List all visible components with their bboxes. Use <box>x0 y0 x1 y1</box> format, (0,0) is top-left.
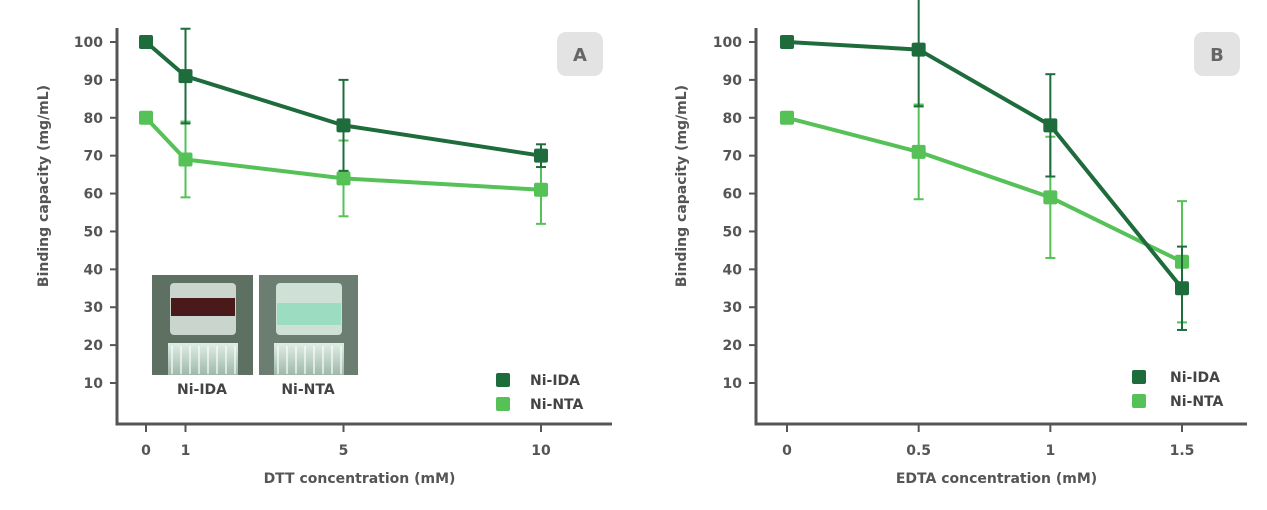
data-point <box>780 110 794 125</box>
series-Ni-IDA <box>780 0 1189 331</box>
y-tick-label: 20 <box>84 338 104 354</box>
legend-label: Ni-NTA <box>1170 394 1224 410</box>
panel-badge-label: B <box>1210 45 1224 66</box>
inset-photos: Ni-IDA Ni-NTA <box>152 275 358 398</box>
y-tick-label: 10 <box>84 376 104 392</box>
y-tick-label: 60 <box>84 187 104 203</box>
y-tick-label: 10 <box>723 376 743 392</box>
legend-swatch <box>1132 394 1146 408</box>
data-point <box>1175 281 1189 296</box>
y-tick-label: 60 <box>723 187 743 203</box>
series-Ni-NTA <box>780 103 1189 324</box>
series-Ni-IDA <box>139 27 548 172</box>
y-tick-label: 40 <box>84 262 104 278</box>
legend-label: Ni-IDA <box>1170 370 1220 386</box>
y-tick-label: 30 <box>84 300 104 316</box>
resin-band <box>277 303 341 325</box>
data-point <box>1043 118 1058 133</box>
data-point <box>780 35 794 49</box>
data-point <box>911 42 926 57</box>
y-tick-label: 100 <box>713 35 742 51</box>
series-line <box>786 40 1184 290</box>
legend-swatch <box>1132 370 1146 384</box>
x-tick-label: 1 <box>1045 443 1055 459</box>
x-tick-label: 10 <box>531 443 551 459</box>
data-point <box>139 35 153 49</box>
panel-badge <box>1194 32 1240 76</box>
y-tick-label: 30 <box>723 300 743 316</box>
y-tick-label: 50 <box>723 224 743 240</box>
y-tick-label: 50 <box>84 224 104 240</box>
data-point <box>139 110 153 125</box>
y-tick-label: 70 <box>84 149 104 165</box>
x-tick-label: 0 <box>141 443 151 459</box>
y-tick-label: 40 <box>723 262 743 278</box>
panel-badge <box>557 32 603 76</box>
x-axis-label: EDTA concentration (mM) <box>896 471 1097 487</box>
tube-cap <box>274 343 344 375</box>
x-tick-label: 1.5 <box>1170 443 1195 459</box>
panel-A: 10 20 30 40 50 60 70 80 90 100 0 1 5 10 DTT concentrat… <box>36 27 612 487</box>
y-tick-label: 80 <box>723 111 743 127</box>
series-line <box>144 116 542 192</box>
y-axis-label: Binding capacity (mg/mL) <box>674 85 690 287</box>
y-tick-label: 90 <box>723 73 743 89</box>
inset-caption: Ni-IDA <box>177 382 227 398</box>
x-axis-label: DTT concentration (mM) <box>264 471 456 487</box>
panel-B: 10 20 30 40 50 60 70 80 90 100 0 0.5 1 1.5 EDTA concen… <box>674 0 1247 487</box>
panel-badge-label: A <box>573 45 587 66</box>
inset-caption: Ni-NTA <box>281 382 335 398</box>
data-point <box>534 182 548 197</box>
y-tick-label: 80 <box>84 111 104 127</box>
legend-label: Ni-IDA <box>530 373 580 389</box>
data-point <box>178 69 193 84</box>
legend-swatch <box>496 397 510 411</box>
x-tick-label: 5 <box>339 443 349 459</box>
data-point <box>178 152 193 167</box>
data-point <box>336 118 351 133</box>
resin-band <box>171 298 235 316</box>
tube-cap <box>168 343 238 375</box>
data-point <box>336 171 351 186</box>
y-tick-label: 90 <box>84 73 104 89</box>
series-line <box>786 115 1183 264</box>
legend-label: Ni-NTA <box>530 397 584 413</box>
x-tick-label: 0 <box>782 443 792 459</box>
y-tick-label: 70 <box>723 149 743 165</box>
series-line <box>144 40 542 158</box>
data-point <box>911 144 926 159</box>
x-tick-label: 1 <box>181 443 191 459</box>
data-point <box>534 148 548 163</box>
y-tick-label: 100 <box>74 35 103 51</box>
y-tick-label: 20 <box>723 338 743 354</box>
y-axis-label: Binding capacity (mg/mL) <box>36 85 52 287</box>
data-point <box>1043 190 1058 205</box>
legend-swatch <box>496 373 510 387</box>
x-tick-label: 0.5 <box>906 443 931 459</box>
series-Ni-NTA <box>139 110 548 225</box>
